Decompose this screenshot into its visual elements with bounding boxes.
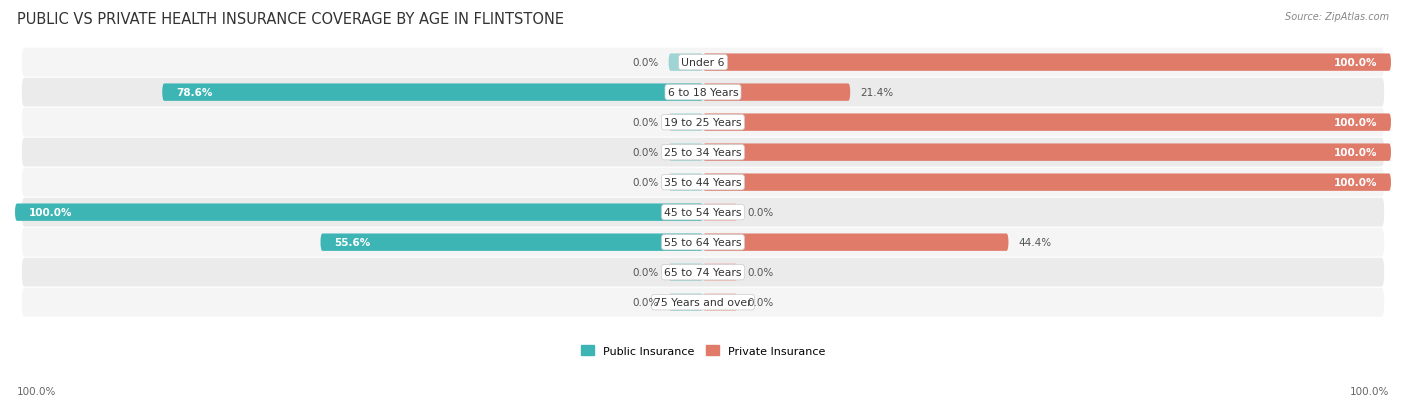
FancyBboxPatch shape bbox=[22, 109, 1384, 137]
FancyBboxPatch shape bbox=[22, 78, 1384, 107]
FancyBboxPatch shape bbox=[162, 84, 703, 102]
Text: 100.0%: 100.0% bbox=[1334, 178, 1378, 188]
FancyBboxPatch shape bbox=[22, 49, 1384, 77]
Text: 25 to 34 Years: 25 to 34 Years bbox=[664, 148, 742, 158]
Text: 55 to 64 Years: 55 to 64 Years bbox=[664, 237, 742, 247]
Text: 100.0%: 100.0% bbox=[1350, 387, 1389, 396]
Text: 0.0%: 0.0% bbox=[633, 118, 658, 128]
Text: 44.4%: 44.4% bbox=[1019, 237, 1052, 247]
Text: 6 to 18 Years: 6 to 18 Years bbox=[668, 88, 738, 98]
Text: PUBLIC VS PRIVATE HEALTH INSURANCE COVERAGE BY AGE IN FLINTSTONE: PUBLIC VS PRIVATE HEALTH INSURANCE COVER… bbox=[17, 12, 564, 27]
Text: 35 to 44 Years: 35 to 44 Years bbox=[664, 178, 742, 188]
Text: 0.0%: 0.0% bbox=[748, 208, 773, 218]
FancyBboxPatch shape bbox=[22, 288, 1384, 317]
Text: 19 to 25 Years: 19 to 25 Years bbox=[664, 118, 742, 128]
Text: 0.0%: 0.0% bbox=[633, 178, 658, 188]
Text: 55.6%: 55.6% bbox=[335, 237, 371, 247]
FancyBboxPatch shape bbox=[669, 174, 703, 191]
FancyBboxPatch shape bbox=[669, 54, 703, 71]
FancyBboxPatch shape bbox=[22, 228, 1384, 257]
FancyBboxPatch shape bbox=[669, 294, 703, 311]
FancyBboxPatch shape bbox=[703, 204, 737, 221]
Text: 0.0%: 0.0% bbox=[748, 268, 773, 278]
FancyBboxPatch shape bbox=[703, 234, 1008, 251]
FancyBboxPatch shape bbox=[321, 234, 703, 251]
FancyBboxPatch shape bbox=[703, 114, 1391, 131]
Text: 0.0%: 0.0% bbox=[633, 297, 658, 307]
FancyBboxPatch shape bbox=[703, 264, 737, 281]
FancyBboxPatch shape bbox=[669, 144, 703, 161]
FancyBboxPatch shape bbox=[22, 169, 1384, 197]
Text: 0.0%: 0.0% bbox=[748, 297, 773, 307]
FancyBboxPatch shape bbox=[22, 198, 1384, 227]
Text: 78.6%: 78.6% bbox=[176, 88, 212, 98]
Legend: Public Insurance, Private Insurance: Public Insurance, Private Insurance bbox=[576, 341, 830, 361]
FancyBboxPatch shape bbox=[703, 174, 1391, 191]
FancyBboxPatch shape bbox=[703, 294, 737, 311]
Text: 0.0%: 0.0% bbox=[633, 268, 658, 278]
FancyBboxPatch shape bbox=[669, 264, 703, 281]
Text: 0.0%: 0.0% bbox=[633, 148, 658, 158]
FancyBboxPatch shape bbox=[703, 84, 851, 102]
Text: 100.0%: 100.0% bbox=[1334, 148, 1378, 158]
Text: 0.0%: 0.0% bbox=[633, 58, 658, 68]
FancyBboxPatch shape bbox=[703, 144, 1391, 161]
Text: 75 Years and over: 75 Years and over bbox=[654, 297, 752, 307]
FancyBboxPatch shape bbox=[669, 114, 703, 131]
Text: 100.0%: 100.0% bbox=[17, 387, 56, 396]
Text: 21.4%: 21.4% bbox=[860, 88, 894, 98]
Text: 100.0%: 100.0% bbox=[28, 208, 72, 218]
Text: 100.0%: 100.0% bbox=[1334, 58, 1378, 68]
Text: 100.0%: 100.0% bbox=[1334, 118, 1378, 128]
FancyBboxPatch shape bbox=[22, 258, 1384, 287]
FancyBboxPatch shape bbox=[703, 54, 1391, 71]
Text: Under 6: Under 6 bbox=[682, 58, 724, 68]
Text: 45 to 54 Years: 45 to 54 Years bbox=[664, 208, 742, 218]
Text: 65 to 74 Years: 65 to 74 Years bbox=[664, 268, 742, 278]
FancyBboxPatch shape bbox=[22, 138, 1384, 167]
FancyBboxPatch shape bbox=[15, 204, 703, 221]
Text: Source: ZipAtlas.com: Source: ZipAtlas.com bbox=[1285, 12, 1389, 22]
